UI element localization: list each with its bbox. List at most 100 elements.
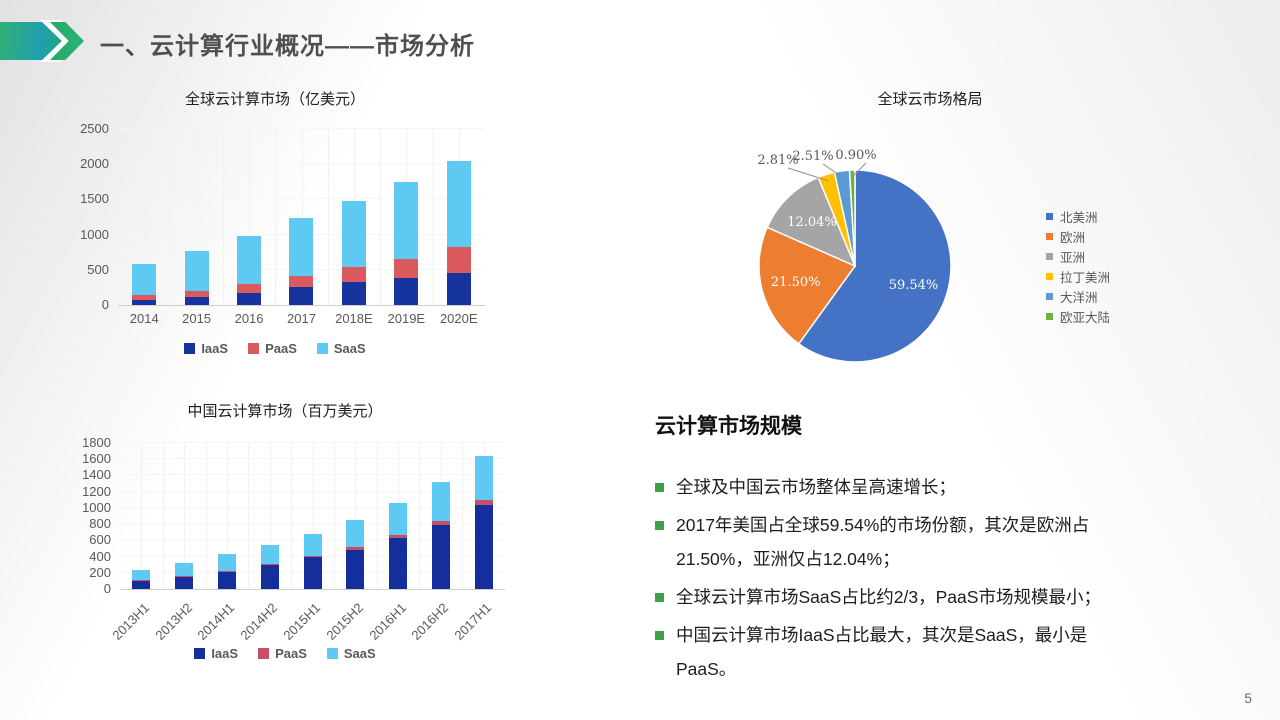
pie-leader-line — [822, 163, 844, 178]
legend-swatch-icon — [1046, 312, 1053, 320]
bar-slot — [462, 443, 505, 589]
legend-item-iaas: IaaS — [184, 341, 228, 356]
gridline-vertical — [327, 129, 329, 305]
legend-swatch-icon — [1046, 232, 1053, 240]
bar-slot — [433, 129, 485, 305]
legend-swatch-icon — [326, 648, 338, 659]
bar-2017h1 — [474, 455, 493, 589]
bar-segment-paas — [474, 500, 493, 506]
bar-segment-paas — [303, 555, 322, 557]
x-axis-labels: 2013H1 2013H2 2014H1 2014H2 2015H1 2015H2 2016… — [109, 590, 505, 646]
legend-label: 拉丁美洲 — [1060, 269, 1111, 285]
gridline-vertical — [355, 443, 357, 589]
bar-2013h1 — [132, 569, 151, 589]
bar-2015 — [184, 250, 209, 305]
x-axis-label: 2015 — [170, 306, 222, 326]
legend-swatch-icon — [316, 343, 328, 354]
bar-segment-iaas — [474, 505, 493, 589]
legend-swatch-icon — [1046, 212, 1053, 220]
legend-label: 欧洲 — [1060, 229, 1086, 245]
x-axis-label-text: 2015 — [182, 311, 212, 326]
bar-slot — [377, 443, 420, 589]
bar-slot — [380, 129, 432, 305]
bar-segment-saas — [389, 503, 408, 536]
section-heading: 云计算市场规模 — [655, 415, 802, 438]
pie-legend: 北美洲 欧洲 亚洲 拉丁美洲 大洋洲 欧亚大陆 — [1046, 206, 1110, 326]
bar-2014h2 — [260, 544, 279, 589]
page-title: 一、云计算行业概况——市场分析 — [100, 33, 475, 60]
gridline-horizontal — [118, 128, 485, 129]
bar-2015h1 — [303, 534, 322, 589]
bar-segment-paas — [184, 290, 209, 297]
page-number: 5 — [1244, 690, 1252, 706]
legend-label: PaaS — [275, 646, 307, 661]
bar-2017 — [289, 218, 314, 305]
pie-legend-item-asia: 亚洲 — [1046, 246, 1110, 266]
bars-area — [118, 129, 485, 305]
bar-segment-saas — [474, 455, 493, 501]
pie-slice-eurasia — [848, 169, 856, 267]
bar-segment-paas — [341, 267, 366, 283]
bar-2018e — [341, 200, 366, 305]
x-axis-label: 2017H1 — [451, 590, 505, 646]
pie-legend-item-oceania: 大洋洲 — [1046, 286, 1110, 306]
bar-segment-saas — [289, 218, 314, 276]
pie-slice-europe — [758, 226, 857, 345]
legend-item-saas: SaaS — [326, 646, 376, 661]
list-item: 全球及中国云市场整体呈高速增长； — [655, 470, 1147, 504]
x-axis-label-text: 2014 — [129, 311, 159, 326]
legend-label: IaaS — [201, 341, 229, 356]
bar-segment-iaas — [260, 565, 279, 589]
legend-label: SaaS — [333, 341, 366, 356]
list-item: 中国云计算市场IaaS占比最大，其次是SaaS，最小是PaaS。 — [655, 618, 1147, 686]
bar-segment-iaas — [394, 277, 419, 305]
bar-slot — [118, 129, 170, 305]
bullet-text: 中国云计算市场IaaS占比最大，其次是SaaS，最小是PaaS。 — [676, 625, 1088, 679]
bullet-square-icon — [655, 593, 664, 602]
chart-legend: IaaS PaaS SaaS — [65, 341, 485, 356]
gridline-vertical — [249, 129, 251, 305]
pie-slice-north-america — [797, 169, 952, 363]
legend-item-paas: PaaS — [248, 341, 297, 356]
gridline-vertical — [419, 443, 421, 589]
global-cloud-market-chart: 全球云计算市场（亿美元） 0 500 1000 1500 2000 2500 2014 20… — [65, 88, 485, 356]
chart-title: 全球云计算市场（亿美元） — [184, 91, 365, 108]
china-cloud-market-chart: 中国云计算市场（百万美元） 0 200 400 600 800 1000 1200 1400 1… — [65, 400, 505, 661]
y-axis-tick: 2000 — [80, 156, 109, 172]
gridline-vertical — [376, 443, 378, 589]
bullet-text: 全球及中国云市场整体呈高速增长； — [676, 477, 956, 497]
bullet-square-icon — [655, 521, 664, 530]
pie-leader-line — [852, 162, 867, 178]
legend-label: 亚洲 — [1060, 249, 1086, 265]
bar-slot — [170, 129, 222, 305]
bar-segment-iaas — [237, 292, 262, 305]
y-axis-tick: 1000 — [80, 226, 109, 242]
bar-segment-saas — [217, 554, 236, 571]
legend-label: 北美洲 — [1060, 209, 1098, 225]
bar-segment-paas — [346, 547, 365, 550]
bar-segment-paas — [394, 258, 419, 278]
x-axis-label: 2015H1 — [280, 590, 334, 646]
pie-slice-label: 59.54% — [889, 278, 939, 293]
bar-segment-paas — [260, 564, 279, 566]
y-axis-tick: 600 — [89, 532, 111, 548]
gridline-vertical — [205, 443, 207, 589]
bar-segment-iaas — [132, 580, 151, 589]
chart-title: 全球云市场格局 — [877, 91, 983, 108]
x-axis-label: 2013H1 — [109, 590, 163, 646]
gridline-vertical — [226, 443, 228, 589]
gridline-vertical — [380, 129, 382, 305]
y-axis-tick: 1000 — [82, 499, 111, 515]
y-axis-tick: 400 — [89, 548, 111, 564]
legend-label: SaaS — [343, 646, 376, 661]
bar-slot — [120, 443, 163, 589]
gridline-vertical — [162, 443, 164, 589]
legend-swatch-icon — [248, 343, 260, 354]
bar-slot — [223, 129, 275, 305]
bar-segment-iaas — [431, 524, 450, 589]
gridline-vertical — [333, 443, 335, 589]
legend-item-iaas: IaaS — [194, 646, 238, 661]
bar-segment-saas — [346, 519, 365, 548]
bullet-text: 2017年美国占全球59.54%的市场份额，其次是欧洲占21.50%，亚洲仅占1… — [676, 515, 1090, 569]
gridline-horizontal — [120, 474, 505, 476]
